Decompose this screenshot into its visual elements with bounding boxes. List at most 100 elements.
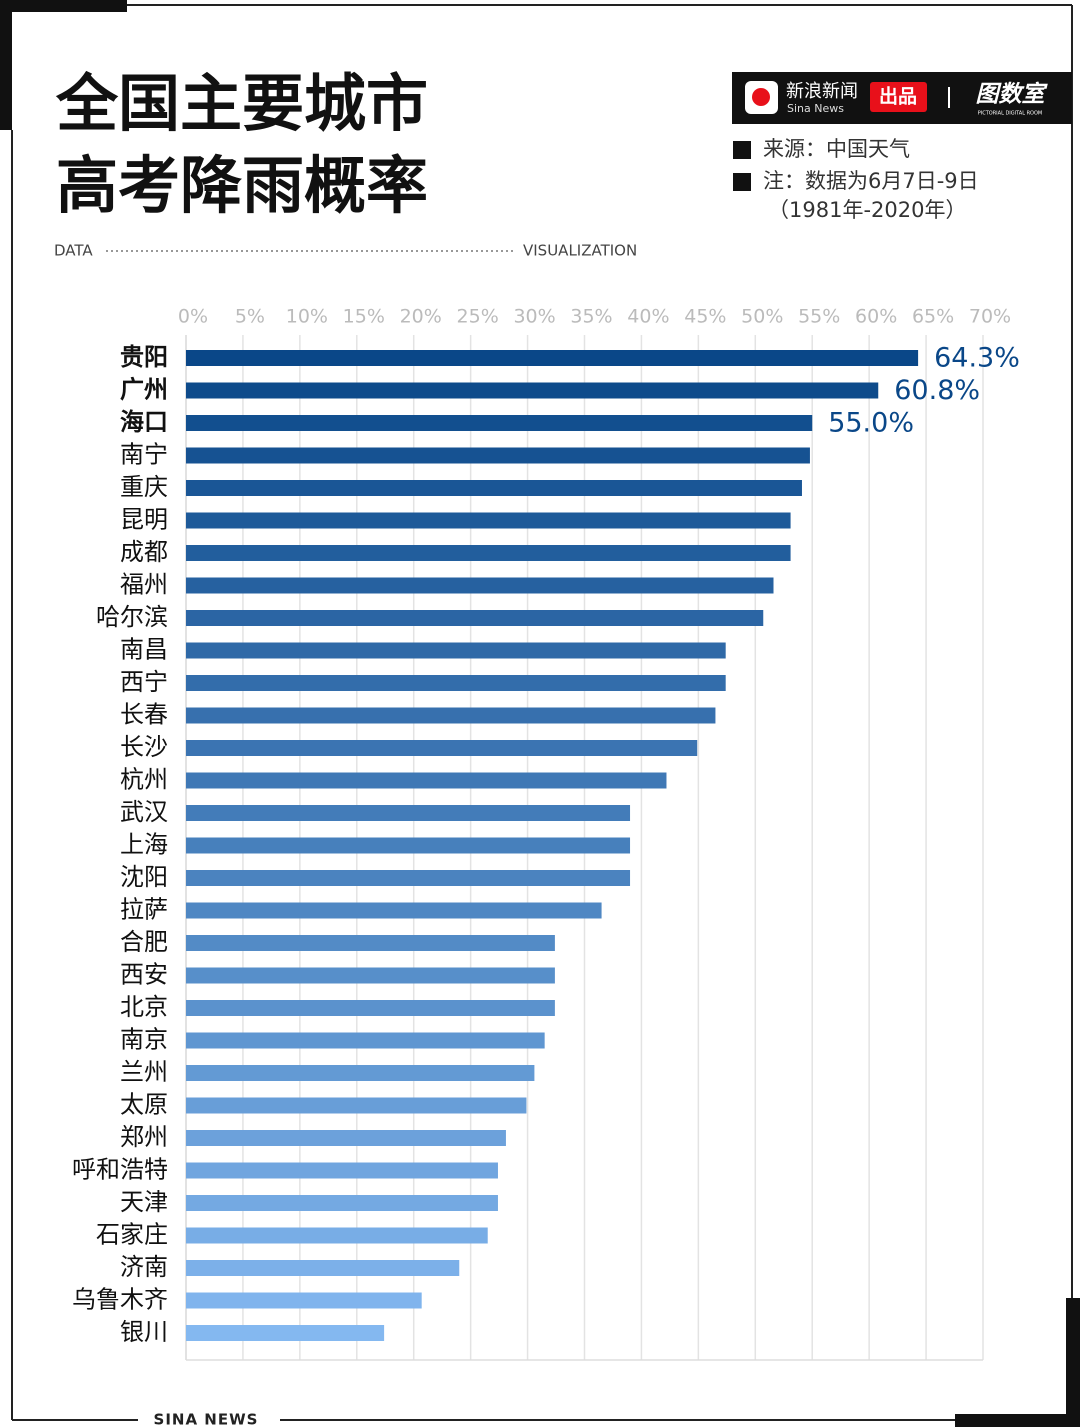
x-tick-label: 35%: [570, 306, 612, 328]
y-tick-label: 成都: [120, 538, 168, 566]
y-tick-label: 西安: [120, 961, 168, 989]
y-tick-label: 太原: [120, 1091, 168, 1119]
bar: [186, 1227, 488, 1244]
bar: [186, 1032, 545, 1049]
x-tick-label: 65%: [912, 306, 954, 328]
bar: [186, 870, 631, 886]
brand-icon-dot: [752, 88, 770, 106]
bar: [186, 1097, 527, 1114]
brand-name-en: Sina News: [787, 102, 844, 115]
bar: [186, 642, 726, 659]
y-tick-label: 郑州: [120, 1123, 168, 1151]
bar: [186, 837, 631, 854]
partner-name-en: PICTORIAL DIGITAL ROOM: [978, 111, 1043, 117]
y-tick-label: 南京: [120, 1026, 168, 1054]
y-tick-label: 济南: [120, 1253, 168, 1281]
bar: [186, 935, 555, 951]
bar: [186, 480, 802, 496]
x-tick-label: 60%: [855, 306, 897, 328]
y-tick-label: 贵阳: [120, 343, 168, 371]
footer-text: SINA NEWS: [154, 1411, 259, 1427]
value-label: 60.8%: [894, 375, 980, 406]
bar: [186, 967, 555, 984]
value-label: 64.3%: [934, 343, 1020, 374]
note: 注：数据为6月7日-9日: [763, 169, 979, 193]
bullet: [733, 141, 751, 159]
bar: [186, 1130, 506, 1146]
bar: [186, 577, 774, 594]
y-tick-label: 长春: [120, 701, 168, 729]
x-tick-label: 5%: [235, 306, 265, 328]
y-tick-label: 重庆: [120, 473, 168, 501]
brand-badge: [870, 82, 927, 112]
bar: [186, 350, 919, 366]
x-tick-label: 50%: [741, 306, 783, 328]
y-tick-label: 福州: [120, 571, 168, 599]
y-tick-label: 南宁: [120, 441, 168, 469]
y-tick-label: 天津: [120, 1188, 168, 1216]
y-tick-label: 拉萨: [120, 896, 168, 924]
x-tick-label: 30%: [513, 306, 555, 328]
brand-badge-text: 出品: [879, 85, 917, 108]
partner-name: 图数室: [976, 81, 1049, 108]
bar: [186, 707, 716, 724]
bar: [186, 675, 726, 691]
bar: [186, 1260, 460, 1276]
corner-block: [12, 0, 127, 12]
corner-block: [0, 0, 12, 130]
tag-left: DATA: [54, 242, 93, 260]
y-tick-label: 兰州: [120, 1058, 168, 1086]
bar: [186, 415, 813, 431]
bullet: [733, 173, 751, 191]
x-tick-label: 15%: [343, 306, 385, 328]
y-tick-label: 北京: [120, 993, 168, 1021]
bar: [186, 902, 602, 919]
x-tick-label: 70%: [969, 306, 1011, 328]
value-label: 55.0%: [828, 408, 914, 439]
x-tick-label: 40%: [627, 306, 669, 328]
title-line: 全国主要城市: [55, 67, 428, 140]
bar: [186, 1195, 498, 1211]
corner-block: [955, 1414, 1066, 1427]
bar: [186, 1000, 555, 1016]
y-tick-label: 呼和浩特: [72, 1156, 168, 1184]
bar: [186, 1065, 535, 1081]
y-tick-label: 哈尔滨: [96, 603, 168, 631]
source: 来源：中国天气: [763, 137, 910, 161]
x-tick-label: 25%: [457, 306, 499, 328]
x-tick-label: 20%: [400, 306, 442, 328]
y-tick-label: 合肥: [120, 928, 168, 956]
y-tick-label: 西宁: [120, 668, 168, 696]
y-tick-label: 广州: [120, 376, 168, 404]
y-tick-label: 银川: [120, 1318, 168, 1346]
y-tick-label: 上海: [120, 831, 168, 859]
y-tick-label: 石家庄: [96, 1221, 168, 1249]
y-tick-label: 武汉: [120, 798, 168, 826]
tag-right: VISUALIZATION: [523, 242, 637, 260]
x-tick-label: 0%: [178, 306, 208, 328]
bar: [186, 610, 764, 626]
bar: [186, 545, 791, 561]
y-tick-label: 昆明: [120, 506, 168, 534]
y-tick-label: 杭州: [120, 766, 168, 794]
y-tick-label: 沈阳: [120, 863, 168, 891]
bar: [186, 382, 879, 399]
y-tick-label: 南昌: [120, 636, 168, 664]
bar: [186, 1162, 498, 1179]
bar: [186, 1325, 385, 1341]
note-range: （1981年-2020年）: [768, 198, 966, 222]
brand-name: 新浪新闻: [786, 81, 858, 102]
bar: [186, 740, 698, 756]
y-tick-label: 乌鲁木齐: [72, 1286, 168, 1314]
x-tick-label: 55%: [798, 306, 840, 328]
y-tick-label: 海口: [120, 408, 168, 436]
x-tick-label: 10%: [286, 306, 328, 328]
x-tick-label: 45%: [684, 306, 726, 328]
bar: [186, 447, 810, 464]
bar: [186, 1292, 422, 1309]
bar: [186, 805, 631, 821]
y-tick-label: 长沙: [120, 733, 168, 761]
corner-block: [1066, 1298, 1080, 1427]
